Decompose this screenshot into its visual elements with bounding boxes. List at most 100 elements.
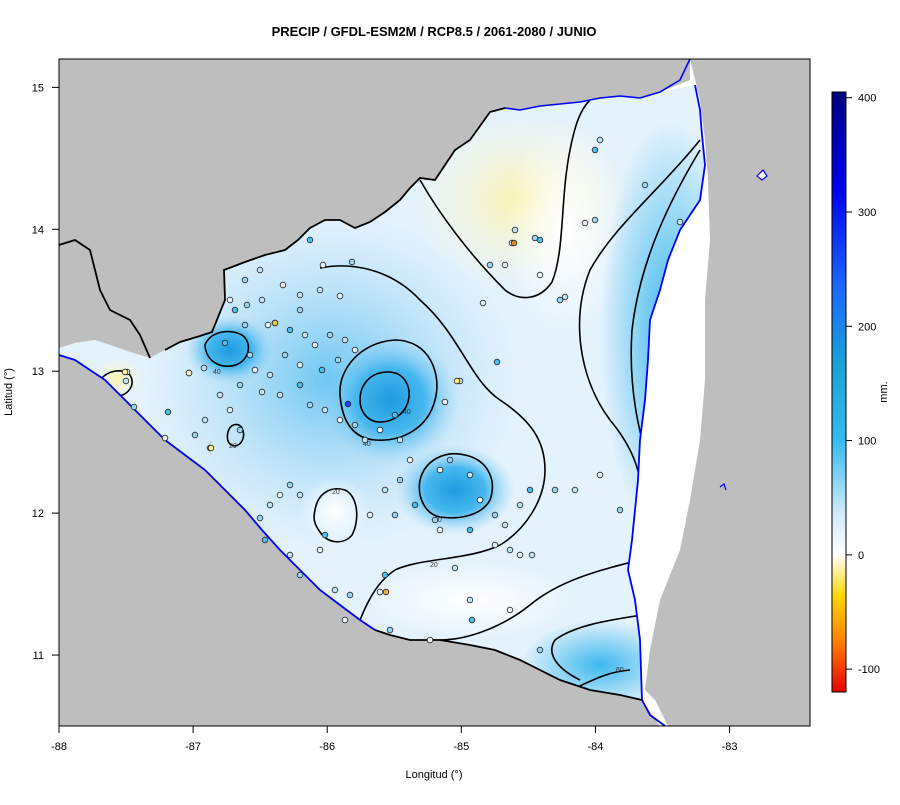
station-marker bbox=[556, 296, 564, 304]
station-marker bbox=[311, 341, 319, 349]
colorbar-gradient bbox=[831, 91, 847, 693]
station-marker bbox=[536, 646, 544, 654]
colorbar-tick-label: -100 bbox=[858, 664, 880, 676]
station-marker bbox=[266, 501, 274, 509]
station-marker bbox=[246, 351, 254, 359]
station-marker bbox=[207, 444, 215, 452]
station-marker bbox=[616, 506, 624, 514]
station-marker bbox=[351, 346, 359, 354]
station-marker bbox=[501, 261, 509, 269]
station-marker bbox=[451, 564, 459, 572]
colorbar-tick-label: 200 bbox=[858, 321, 876, 333]
y-axis: 15 14 13 12 11 Latitud (°) bbox=[3, 82, 60, 662]
station-marker bbox=[501, 521, 509, 529]
colorbar-tick-label: 100 bbox=[858, 436, 876, 448]
station-marker bbox=[381, 571, 389, 579]
station-marker bbox=[346, 591, 354, 599]
contour-label: 20 bbox=[430, 562, 438, 569]
contour-label: 20 bbox=[332, 489, 340, 496]
x-tick-label: -84 bbox=[587, 741, 603, 753]
station-marker bbox=[596, 136, 604, 144]
land-costa-rica bbox=[59, 355, 660, 726]
x-tick-label: -85 bbox=[453, 741, 469, 753]
station-marker bbox=[511, 226, 519, 234]
station-marker bbox=[453, 377, 461, 385]
station-marker bbox=[571, 486, 579, 494]
station-marker bbox=[221, 339, 229, 347]
station-marker bbox=[286, 481, 294, 489]
colorbar-tick-label: 0 bbox=[858, 550, 864, 562]
x-axis-label: Longitud (°) bbox=[406, 769, 463, 781]
station-marker bbox=[334, 356, 342, 364]
contour-label: 40 bbox=[363, 441, 371, 448]
land-east bbox=[645, 59, 810, 726]
contour-lines bbox=[98, 99, 701, 689]
station-marker bbox=[351, 421, 359, 429]
x-tick-label: -87 bbox=[185, 741, 201, 753]
station-marker bbox=[286, 326, 294, 334]
station-marker bbox=[318, 366, 326, 374]
x-axis: -88 -87 -86 -85 -84 -83 Longitud (°) bbox=[51, 725, 738, 781]
map-plot-area: 20 20 20 40 40 40 40 60 bbox=[59, 59, 810, 726]
station-marker bbox=[381, 486, 389, 494]
station-marker bbox=[526, 486, 534, 494]
station-marker bbox=[316, 286, 324, 294]
station-marker bbox=[296, 291, 304, 299]
station-marker bbox=[528, 551, 536, 559]
station-marker bbox=[493, 358, 501, 366]
station-marker bbox=[491, 511, 499, 519]
station-marker bbox=[161, 434, 169, 442]
station-marker bbox=[226, 296, 234, 304]
station-marker bbox=[336, 292, 344, 300]
coast-honduras bbox=[504, 59, 691, 111]
coastline-pacific bbox=[59, 354, 376, 631]
contour-label: 60 bbox=[616, 667, 624, 674]
station-marker bbox=[386, 626, 394, 634]
station-marker bbox=[122, 377, 130, 385]
station-marker bbox=[591, 216, 599, 224]
y-tick-label: 13 bbox=[32, 366, 44, 378]
station-marker bbox=[241, 321, 249, 329]
station-marker bbox=[321, 531, 329, 539]
station-marker bbox=[326, 331, 334, 339]
station-marker bbox=[591, 146, 599, 154]
colorbar-tick-label: 300 bbox=[858, 207, 876, 219]
station-marker bbox=[276, 391, 284, 399]
y-tick-label: 12 bbox=[32, 508, 44, 520]
station-marker bbox=[185, 369, 193, 377]
station-marker bbox=[201, 416, 209, 424]
y-tick-label: 11 bbox=[33, 650, 44, 662]
x-tick-label: -83 bbox=[722, 741, 738, 753]
station-marker bbox=[376, 426, 384, 434]
x-tick-label: -88 bbox=[51, 741, 67, 753]
station-markers bbox=[121, 136, 684, 654]
station-marker bbox=[506, 606, 514, 614]
station-marker bbox=[446, 456, 454, 464]
station-marker bbox=[476, 496, 484, 504]
station-marker bbox=[341, 336, 349, 344]
colorbar: 400 300 200 100 0 -100 mm. bbox=[831, 91, 890, 693]
y-tick-label: 15 bbox=[32, 82, 44, 94]
station-marker bbox=[316, 546, 324, 554]
station-marker bbox=[382, 588, 390, 596]
station-marker bbox=[256, 514, 264, 522]
station-marker bbox=[236, 426, 244, 434]
station-marker bbox=[301, 331, 309, 339]
station-marker bbox=[406, 456, 414, 464]
station-marker bbox=[396, 436, 404, 444]
station-marker bbox=[468, 616, 476, 624]
border-north bbox=[59, 107, 506, 359]
station-marker bbox=[281, 351, 289, 359]
station-marker bbox=[258, 296, 266, 304]
contour-label: 40 bbox=[403, 409, 411, 416]
station-marker bbox=[164, 408, 172, 416]
station-marker bbox=[319, 261, 327, 269]
station-marker bbox=[258, 388, 266, 396]
station-marker bbox=[279, 281, 287, 289]
station-marker bbox=[306, 401, 314, 409]
y-tick-label: 14 bbox=[32, 224, 44, 236]
station-marker bbox=[436, 466, 444, 474]
map-title: PRECIP / GFDL-ESM2M / RCP8.5 / 2061-2080… bbox=[272, 24, 597, 39]
station-marker bbox=[581, 219, 589, 227]
